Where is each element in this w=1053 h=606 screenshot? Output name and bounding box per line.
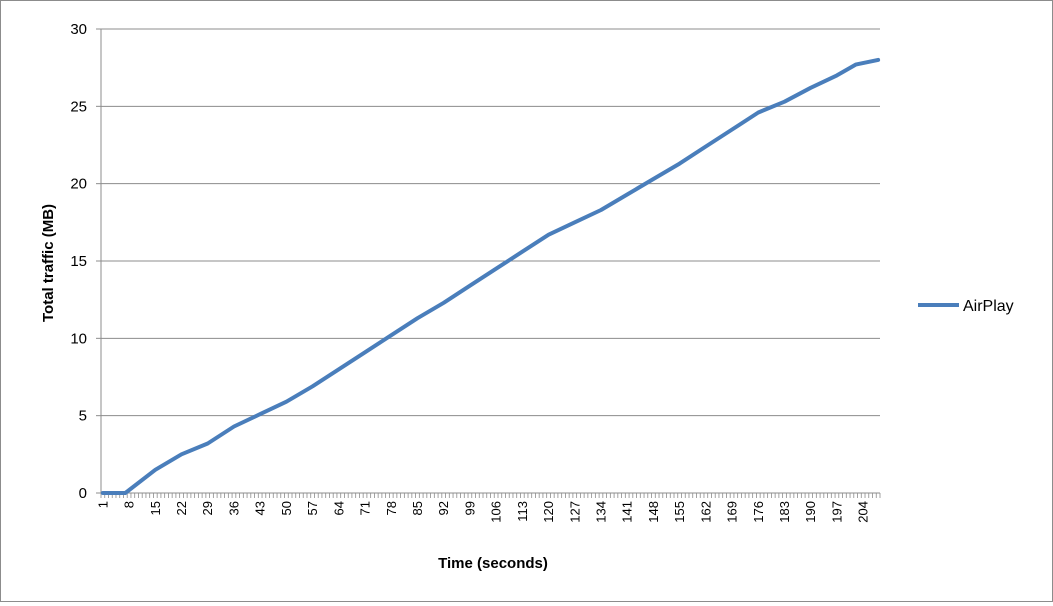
series-line-airplay xyxy=(100,57,881,495)
y-tick-label: 15 xyxy=(70,253,87,270)
series-layer xyxy=(100,57,881,495)
x-tick-label: 78 xyxy=(384,501,399,515)
x-tick-label: 141 xyxy=(620,501,635,523)
x-axis-ticks: 1 8 15 22 29 36 43 50 57 64 71 78 85 92 99 106 113 120 127… xyxy=(95,493,881,523)
x-tick-label: 85 xyxy=(410,501,425,515)
x-tick-label: 190 xyxy=(803,501,818,523)
axes xyxy=(100,29,880,494)
x-tick-label: 169 xyxy=(725,501,740,523)
x-tick-label: 183 xyxy=(777,501,792,523)
x-tick-label: 106 xyxy=(489,501,504,523)
x-tick-label: 92 xyxy=(436,501,451,515)
x-tick-label: 22 xyxy=(174,501,189,515)
x-tick-label: 64 xyxy=(331,501,346,515)
x-tick-label: 99 xyxy=(462,501,477,515)
x-tick-label: 15 xyxy=(148,501,163,515)
x-tick-label: 162 xyxy=(698,501,713,523)
x-tick-label: 36 xyxy=(226,501,241,515)
y-tick-label: 10 xyxy=(70,330,87,347)
x-tick-label: 127 xyxy=(567,501,582,523)
x-tick-label: 8 xyxy=(122,501,137,508)
legend: AirPlay xyxy=(918,298,1014,315)
x-tick-label: 71 xyxy=(358,501,373,515)
x-tick-label: 134 xyxy=(593,501,608,523)
x-tick-label: 57 xyxy=(305,501,320,515)
x-tick-label: 176 xyxy=(751,501,766,523)
y-tick-label: 30 xyxy=(70,21,87,38)
gridlines xyxy=(101,28,880,417)
x-tick-label: 29 xyxy=(200,501,215,515)
x-tick-label: 113 xyxy=(515,501,530,522)
y-axis-title: Total traffic (MB) xyxy=(40,204,57,322)
x-tick-label: 197 xyxy=(829,501,844,523)
y-tick-label: 20 xyxy=(70,176,87,193)
y-tick-label: 25 xyxy=(70,98,87,115)
y-axis-ticks: 0 5 10 15 20 25 30 xyxy=(70,21,101,502)
x-tick-label: 120 xyxy=(541,501,556,523)
y-tick-label: 5 xyxy=(79,408,87,425)
x-tick-label: 148 xyxy=(646,501,661,523)
x-tick-label: 155 xyxy=(672,501,687,523)
x-tick-label: 1 xyxy=(95,501,110,508)
x-axis-title: Time (seconds) xyxy=(438,555,548,572)
x-tick-label: 43 xyxy=(253,501,268,515)
y-tick-label: 0 xyxy=(79,485,87,502)
legend-label-airplay: AirPlay xyxy=(963,298,1014,315)
x-tick-label: 204 xyxy=(856,501,871,523)
x-tick-label: 50 xyxy=(279,501,294,515)
